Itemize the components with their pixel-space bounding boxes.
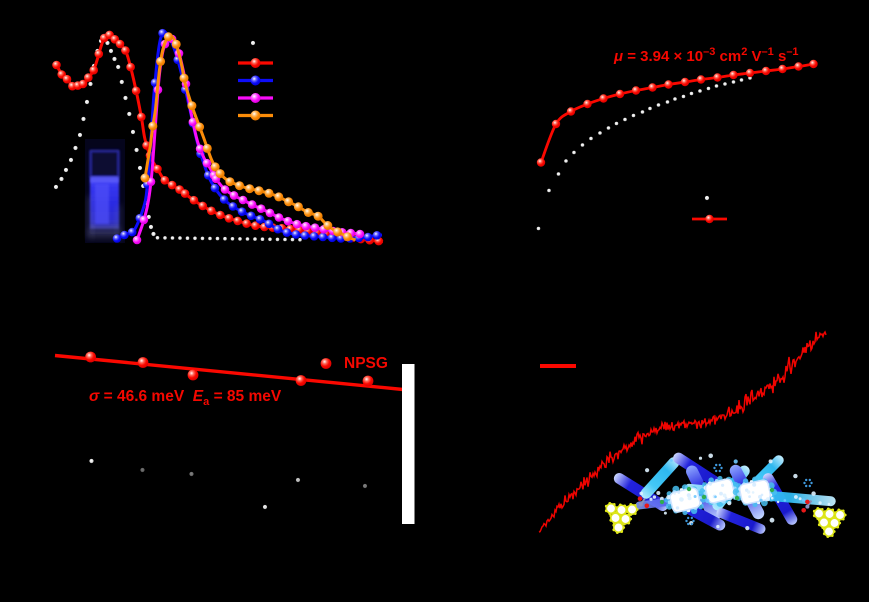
svg-text:μ = 3.94 × 10–3 cm2 V–1 s–1: μ = 3.94 × 10–3 cm2 V–1 s–1 [613, 46, 799, 65]
svg-text:σ = 46.6 meV Ea = 85 meV: σ = 46.6 meV Ea = 85 meV [89, 388, 282, 408]
svg-text:NPSG: NPSG [344, 355, 388, 372]
